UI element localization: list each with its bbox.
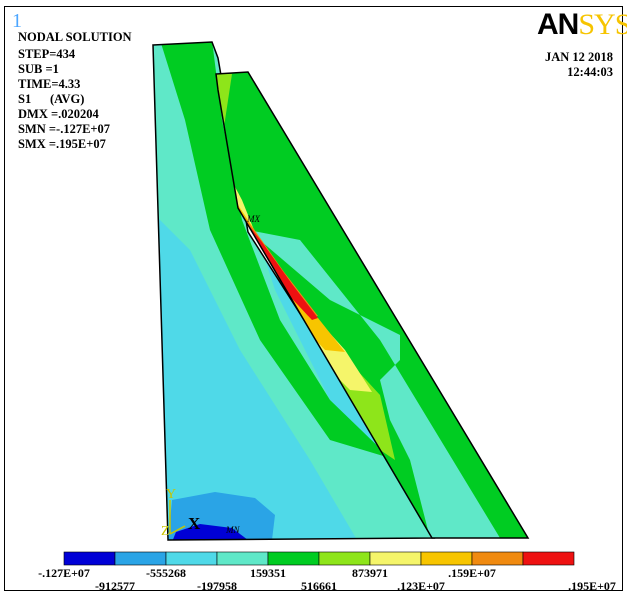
legend-color-bar: [63, 551, 575, 566]
legend-label-top: 159351: [250, 566, 286, 580]
date-text: JAN 12 2018: [544, 50, 613, 64]
triad-y-label: Y: [166, 487, 176, 502]
triad-x-label: X: [188, 514, 201, 533]
solution-info: NODAL SOLUTION STEP=434 SUB =1 TIME=4.33…: [18, 30, 132, 152]
legend-swatch: [165, 551, 218, 566]
timestamp: JAN 12 2018 12:44:03: [545, 50, 613, 80]
time-text: 12:44:03: [567, 65, 613, 79]
solution-title: NODAL SOLUTION: [18, 30, 132, 44]
legend-label-top: -.127E+07: [38, 566, 90, 580]
info-stress-type: S1 (AVG): [18, 92, 85, 106]
legend-swatch: [114, 551, 167, 566]
ansys-logo: ANSYS: [537, 8, 627, 41]
info-time: TIME=4.33: [18, 77, 81, 91]
coordinate-triad: Y Z X: [161, 487, 201, 539]
min-marker: MN: [225, 525, 240, 535]
legend-swatch: [318, 551, 371, 566]
info-smx: SMX =.195E+07: [18, 137, 106, 151]
legend-label-bottom: 516661: [301, 579, 337, 593]
legend-swatch: [522, 551, 575, 566]
legend-label-top: -555268: [146, 566, 186, 580]
legend-swatch: [267, 551, 320, 566]
legend-label-top: 873971: [352, 566, 388, 580]
legend-swatch: [420, 551, 473, 566]
triad-z-label: Z: [161, 524, 170, 539]
window-frame: [4, 6, 623, 591]
window-number: 1: [12, 10, 22, 32]
legend-swatch: [471, 551, 524, 566]
legend-label-top: .159E+07: [448, 566, 496, 580]
info-dmx: DMX =.020204: [18, 107, 99, 121]
legend-label-bottom: .123E+07: [397, 579, 445, 593]
legend-label-bottom: -912577: [95, 579, 135, 593]
info-step: STEP=434: [18, 47, 76, 61]
legend-label-bottom: -197958: [197, 579, 237, 593]
info-sub: SUB =1: [18, 62, 59, 76]
legend-swatch: [369, 551, 422, 566]
wedge-outline: [215, 71, 530, 539]
legend-label-bottom: .195E+07: [568, 579, 616, 593]
max-marker: MX: [246, 214, 260, 224]
legend-swatch: [63, 551, 116, 566]
info-smn: SMN =-.127E+07: [18, 122, 111, 136]
legend-swatch: [216, 551, 269, 566]
